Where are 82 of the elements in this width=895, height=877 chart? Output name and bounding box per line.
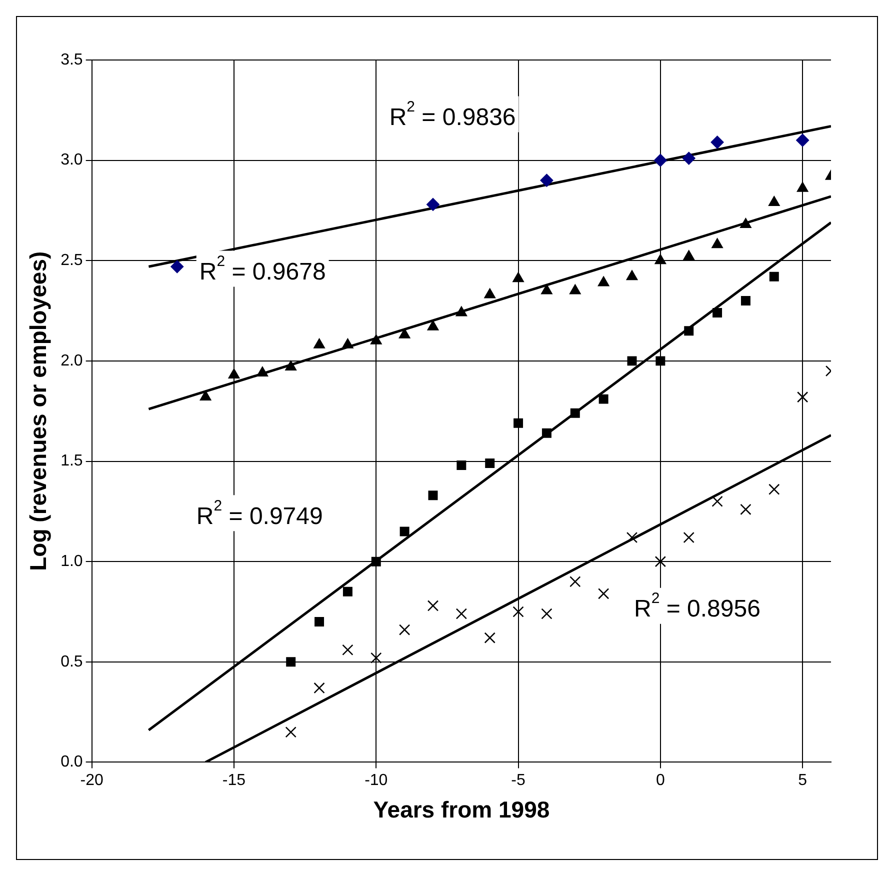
point: [400, 526, 410, 536]
point: [569, 284, 581, 294]
point: [740, 218, 752, 228]
point: [654, 556, 666, 568]
x-tick-label: 5: [798, 772, 808, 790]
point: [712, 496, 723, 507]
point: [228, 368, 240, 378]
x-tick-label: -5: [511, 772, 526, 790]
point: [598, 394, 608, 404]
point: [570, 576, 581, 588]
point: [427, 320, 439, 330]
point: [370, 652, 382, 664]
point: [512, 606, 524, 618]
point: [342, 586, 352, 596]
y-tick-label: 0.0: [60, 754, 83, 771]
point: [285, 726, 296, 738]
point: [654, 154, 667, 167]
x-tick-label: -20: [80, 772, 104, 790]
point: [398, 624, 410, 636]
point: [712, 238, 723, 248]
point: [541, 608, 552, 620]
point: [796, 182, 808, 192]
point: [285, 360, 297, 370]
point: [626, 270, 638, 280]
point: [485, 458, 495, 468]
y-tick-label: 0.5: [60, 653, 83, 670]
point: [769, 272, 779, 282]
point: [684, 326, 694, 336]
x-tick-label: 0: [656, 772, 665, 790]
point: [712, 308, 722, 318]
point: [456, 306, 468, 316]
point: [570, 408, 580, 418]
point: [200, 390, 212, 401]
point: [286, 657, 296, 667]
point: [768, 484, 780, 495]
y-axis-title: Log (revenues or employees): [25, 251, 52, 571]
point: [456, 608, 468, 620]
point: [542, 428, 552, 438]
point: [654, 254, 666, 264]
point: [740, 296, 750, 306]
point: [370, 334, 382, 344]
point: [514, 418, 524, 428]
point: [484, 632, 496, 644]
point: [512, 272, 524, 282]
y-tick-label: 1.0: [60, 552, 83, 570]
point: [170, 260, 184, 274]
point: [683, 532, 694, 544]
point: [540, 174, 554, 187]
point: [796, 391, 808, 403]
y-tick-label: 1.5: [60, 452, 83, 470]
point: [598, 588, 610, 600]
point: [427, 600, 439, 612]
point: [682, 152, 696, 165]
point: [426, 198, 440, 211]
point: [740, 504, 752, 516]
point: [598, 276, 610, 286]
point: [314, 682, 325, 694]
point: [342, 644, 354, 656]
point: [256, 366, 268, 376]
point: [768, 196, 780, 206]
point: [710, 136, 724, 149]
point: [484, 288, 496, 298]
point: [456, 460, 466, 470]
x-tick-label: -15: [222, 772, 246, 790]
point: [541, 284, 552, 294]
point: [371, 556, 381, 566]
point: [428, 490, 438, 500]
point: [398, 328, 410, 338]
point: [683, 250, 695, 260]
point: [627, 356, 637, 366]
point: [342, 338, 354, 348]
y-tick-label: 2.5: [60, 252, 83, 270]
point: [626, 532, 638, 544]
y-tick-label: 2.0: [60, 352, 83, 370]
point: [314, 338, 325, 348]
point: [796, 134, 810, 147]
y-tick-label: 3.0: [60, 152, 83, 169]
point: [656, 356, 666, 366]
y-tick-label: 3.5: [60, 51, 83, 68]
point: [314, 617, 324, 627]
x-axis-title: Years from 1998: [373, 796, 550, 823]
x-tick-label: -10: [364, 772, 388, 790]
